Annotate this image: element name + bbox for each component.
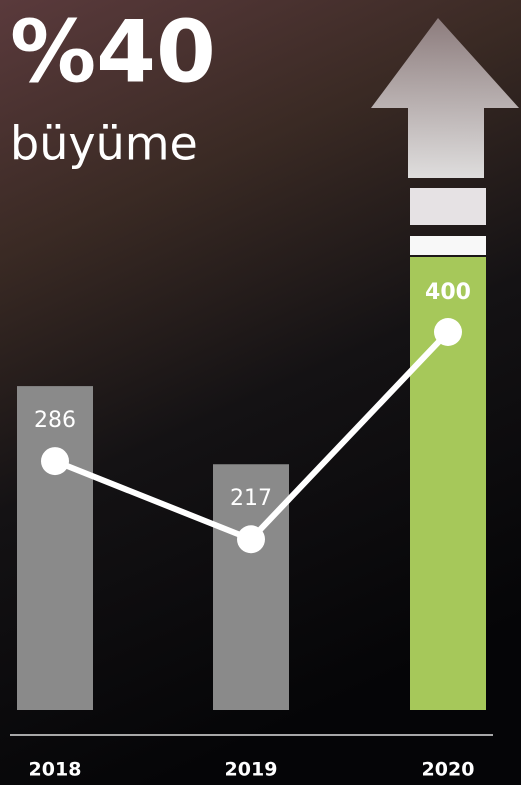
value-label: 400	[425, 280, 471, 305]
title: %40	[10, 2, 216, 102]
x-tick-label: 2019	[225, 759, 278, 781]
value-label: 286	[34, 408, 76, 433]
x-tick-label: 2018	[29, 759, 82, 781]
arrow-head	[371, 18, 519, 178]
arrow-segment	[410, 236, 486, 255]
value-label: 217	[230, 486, 272, 511]
subtitle: büyüme	[10, 117, 198, 171]
trend-point	[237, 525, 265, 554]
bar	[17, 386, 93, 710]
growth-arrow	[371, 18, 519, 255]
x-tick-label: 2020	[422, 759, 475, 781]
trend-point	[434, 318, 462, 346]
bar	[213, 464, 289, 710]
arrow-segment	[410, 188, 486, 225]
trend-point	[41, 447, 69, 476]
